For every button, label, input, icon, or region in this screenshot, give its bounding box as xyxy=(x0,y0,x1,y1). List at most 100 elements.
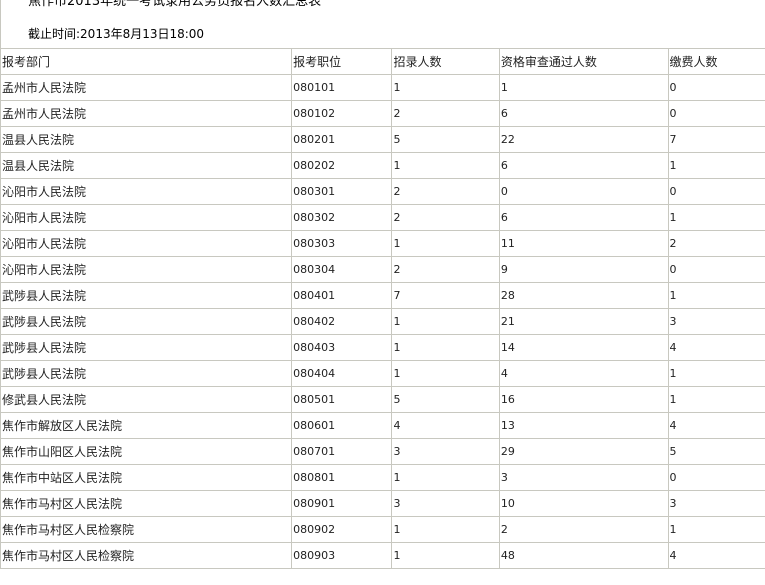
cell-qualified: 4 xyxy=(499,361,668,386)
table-row: 武陟县人民法院 080401 7 28 1 xyxy=(1,283,765,308)
cell-position: 080302 xyxy=(292,205,392,230)
cell-position: 080301 xyxy=(292,179,392,204)
cell-quota: 1 xyxy=(392,543,499,568)
cell-department: 沁阳市人民法院 xyxy=(1,257,292,282)
cell-qualified: 2 xyxy=(499,517,668,542)
cell-paid: 4 xyxy=(668,335,765,360)
cell-quota: 1 xyxy=(392,153,499,178)
cell-position: 080404 xyxy=(292,361,392,386)
header-paid: 缴费人数 xyxy=(668,49,765,74)
deadline-text: 截止时间:2013年8月13日18:00 xyxy=(28,27,205,41)
cell-department: 温县人民法院 xyxy=(1,127,292,152)
cell-department: 沁阳市人民法院 xyxy=(1,179,292,204)
table-row: 焦作市解放区人民法院 080601 4 13 4 xyxy=(1,413,765,438)
table-row: 焦作市中站区人民法院 080801 1 3 0 xyxy=(1,465,765,490)
cell-position: 080601 xyxy=(292,413,392,438)
cell-department: 武陟县人民法院 xyxy=(1,361,292,386)
cell-paid: 1 xyxy=(668,517,765,542)
page-title: 焦作市2013年统一考试录用公务员报名人数汇总表 xyxy=(28,0,322,9)
cell-quota: 5 xyxy=(392,127,499,152)
table-row: 武陟县人民法院 080404 1 4 1 xyxy=(1,361,765,386)
cell-quota: 1 xyxy=(392,517,499,542)
cell-position: 080303 xyxy=(292,231,392,256)
cell-paid: 0 xyxy=(668,101,765,126)
cell-position: 080501 xyxy=(292,387,392,412)
table-row: 武陟县人民法院 080403 1 14 4 xyxy=(1,335,765,360)
cell-position: 080901 xyxy=(292,491,392,516)
table-row: 温县人民法院 080202 1 6 1 xyxy=(1,153,765,178)
cell-position: 080102 xyxy=(292,101,392,126)
cell-qualified: 13 xyxy=(499,413,668,438)
table-row: 沁阳市人民法院 080301 2 0 0 xyxy=(1,179,765,204)
cell-position: 080701 xyxy=(292,439,392,464)
cell-department: 孟州市人民法院 xyxy=(1,75,292,100)
cell-paid: 1 xyxy=(668,153,765,178)
cell-department: 焦作市马村区人民检察院 xyxy=(1,517,292,542)
cell-quota: 7 xyxy=(392,283,499,308)
cell-department: 武陟县人民法院 xyxy=(1,335,292,360)
cell-qualified: 28 xyxy=(499,283,668,308)
cell-qualified: 11 xyxy=(499,231,668,256)
cell-quota: 3 xyxy=(392,491,499,516)
header-qualified: 资格审查通过人数 xyxy=(499,49,668,74)
cell-department: 修武县人民法院 xyxy=(1,387,292,412)
table-row: 沁阳市人民法院 080302 2 6 1 xyxy=(1,205,765,230)
cell-paid: 7 xyxy=(668,127,765,152)
header-position: 报考职位 xyxy=(292,49,392,74)
table-row: 焦作市马村区人民检察院 080903 1 48 4 xyxy=(1,543,765,568)
cell-position: 080402 xyxy=(292,309,392,334)
cell-qualified: 22 xyxy=(499,127,668,152)
table-row: 孟州市人民法院 080101 1 1 0 xyxy=(1,75,765,100)
cell-quota: 2 xyxy=(392,257,499,282)
cell-department: 焦作市解放区人民法院 xyxy=(1,413,292,438)
header-quota: 招录人数 xyxy=(392,49,499,74)
cell-position: 080401 xyxy=(292,283,392,308)
cell-paid: 5 xyxy=(668,439,765,464)
cell-paid: 0 xyxy=(668,257,765,282)
cell-department: 孟州市人民法院 xyxy=(1,101,292,126)
cell-position: 080801 xyxy=(292,465,392,490)
cell-paid: 0 xyxy=(668,75,765,100)
cell-department: 沁阳市人民法院 xyxy=(1,231,292,256)
cell-paid: 4 xyxy=(668,413,765,438)
cell-department: 武陟县人民法院 xyxy=(1,283,292,308)
header-department: 报考部门 xyxy=(1,49,292,74)
cell-position: 080403 xyxy=(292,335,392,360)
table-header-row: 报考部门 报考职位 招录人数 资格审查通过人数 缴费人数 xyxy=(1,49,765,74)
cell-quota: 4 xyxy=(392,413,499,438)
cell-paid: 0 xyxy=(668,465,765,490)
cell-qualified: 21 xyxy=(499,309,668,334)
cell-paid: 2 xyxy=(668,231,765,256)
cell-qualified: 29 xyxy=(499,439,668,464)
cell-qualified: 9 xyxy=(499,257,668,282)
cell-position: 080101 xyxy=(292,75,392,100)
cell-qualified: 3 xyxy=(499,465,668,490)
cell-department: 武陟县人民法院 xyxy=(1,309,292,334)
cell-paid: 3 xyxy=(668,309,765,334)
cell-paid: 1 xyxy=(668,361,765,386)
table-row: 修武县人民法院 080501 5 16 1 xyxy=(1,387,765,412)
cell-qualified: 16 xyxy=(499,387,668,412)
table-row: 沁阳市人民法院 080303 1 11 2 xyxy=(1,231,765,256)
cell-quota: 1 xyxy=(392,309,499,334)
cell-qualified: 6 xyxy=(499,153,668,178)
table-row: 焦作市马村区人民法院 080901 3 10 3 xyxy=(1,491,765,516)
cell-qualified: 10 xyxy=(499,491,668,516)
table-row: 焦作市山阳区人民法院 080701 3 29 5 xyxy=(1,439,765,464)
table-row: 焦作市马村区人民检察院 080902 1 2 1 xyxy=(1,517,765,542)
table-row: 沁阳市人民法院 080304 2 9 0 xyxy=(1,257,765,282)
cell-qualified: 6 xyxy=(499,101,668,126)
cell-qualified: 14 xyxy=(499,335,668,360)
cell-position: 080201 xyxy=(292,127,392,152)
cell-position: 080902 xyxy=(292,517,392,542)
cell-department: 温县人民法院 xyxy=(1,153,292,178)
cell-quota: 1 xyxy=(392,75,499,100)
cell-paid: 0 xyxy=(668,179,765,204)
cell-qualified: 0 xyxy=(499,179,668,204)
cell-department: 沁阳市人民法院 xyxy=(1,205,292,230)
cell-department: 焦作市中站区人民法院 xyxy=(1,465,292,490)
cell-quota: 1 xyxy=(392,231,499,256)
cell-quota: 3 xyxy=(392,439,499,464)
cell-paid: 4 xyxy=(668,543,765,568)
table-row: 武陟县人民法院 080402 1 21 3 xyxy=(1,309,765,334)
